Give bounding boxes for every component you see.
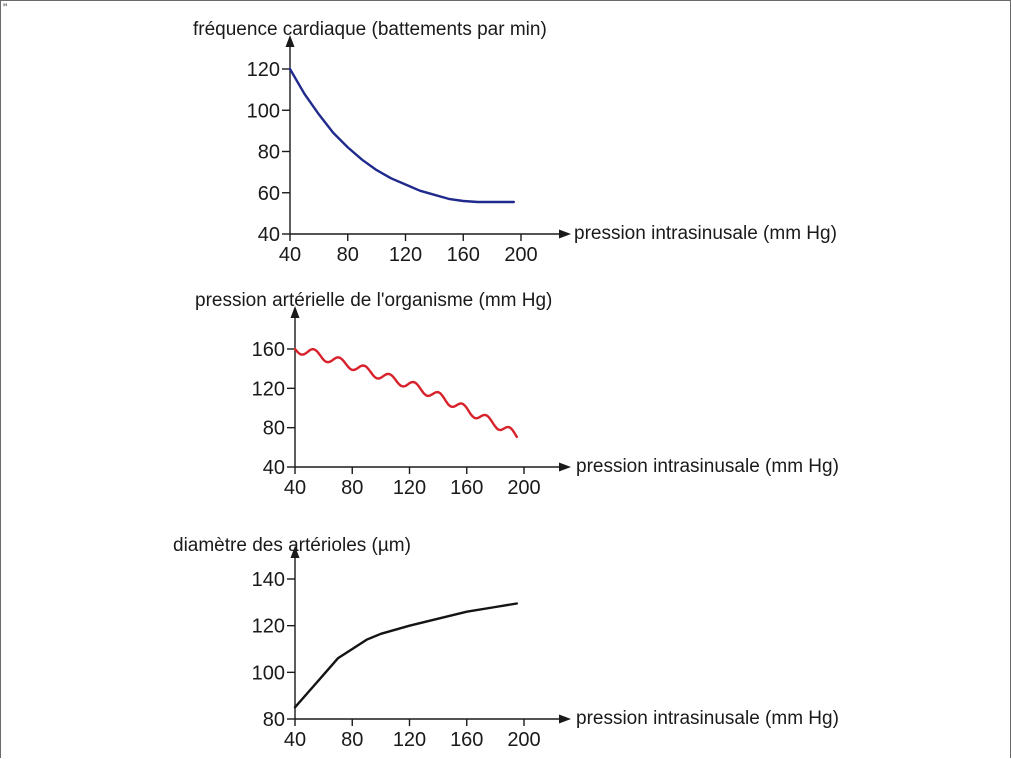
arterial-pressure-y-tick-label: 120 [252,378,285,400]
arterial-pressure-title: pression artérielle de l'organisme (mm H… [195,290,552,311]
arteriole-diameter-x-tick-label: 40 [284,729,306,751]
arterial-pressure-y-arrowhead [290,306,300,318]
arterial-pressure-x-arrowhead [559,462,571,472]
arteriole-diameter-x-tick-label: 160 [450,729,483,751]
heart-rate-x-tick-label: 200 [504,244,537,266]
heart-rate-y-tick-label: 120 [247,59,280,81]
arteriole-diameter-title: diamètre des artérioles (µm) [173,535,411,556]
arteriole-diameter-y-tick-label: 80 [263,709,285,731]
arteriole-diameter-x-tick-label: 200 [507,729,540,751]
heart-rate-chart: fréquence cardiaque (battements par min)… [193,19,837,266]
arterial-pressure-x-tick-label: 200 [507,477,540,499]
heart-rate-title: fréquence cardiaque (battements par min) [193,19,547,40]
arteriole-diameter-x-arrowhead [559,714,571,724]
arteriole-diameter-y-tick-label: 120 [252,616,285,638]
arteriole-diameter-curve [293,602,518,709]
heart-rate-y-arrowhead [285,35,295,47]
corner-mark: " [3,1,8,15]
heart-rate-y-tick-label: 100 [247,100,280,122]
arteriole-diameter-x-tick-label: 80 [341,729,363,751]
heart-rate-x-tick-label: 160 [447,244,480,266]
heart-rate-curve [288,67,515,204]
heart-rate-x-arrowhead [559,229,571,239]
arterial-pressure-chart: pression artérielle de l'organisme (mm H… [195,290,839,499]
heart-rate-y-tick-label: 40 [258,224,280,246]
arterial-pressure-x-label: pression intrasinusale (mm Hg) [576,456,839,477]
heart-rate-x-tick-label: 120 [389,244,422,266]
arteriole-diameter-x-tick-label: 120 [393,729,426,751]
heart-rate-x-label: pression intrasinusale (mm Hg) [574,223,837,244]
arterial-pressure-x-tick-label: 40 [284,477,306,499]
heart-rate-y-tick-label: 80 [258,142,280,164]
arterial-pressure-y-tick-label: 160 [252,339,285,361]
arterial-pressure-y-tick-label: 40 [263,457,285,479]
heart-rate-y-tick-label: 60 [258,183,280,205]
arterial-pressure-x-tick-label: 80 [341,477,363,499]
arteriole-diameter-y-tick-label: 140 [252,569,285,591]
arterial-pressure-x-tick-label: 160 [450,477,483,499]
heart-rate-x-tick-label: 80 [337,244,359,266]
arteriole-diameter-y-tick-label: 100 [252,662,285,684]
arteriole-diameter-y-arrowhead [290,546,300,558]
arterial-pressure-x-tick-label: 120 [393,477,426,499]
arteriole-diameter-chart: diamètre des artérioles (µm) pression in… [173,535,839,751]
heart-rate-x-tick-label: 40 [279,244,301,266]
arterial-pressure-curve [293,347,518,439]
arteriole-diameter-x-label: pression intrasinusale (mm Hg) [576,708,839,729]
arterial-pressure-y-tick-label: 80 [263,418,285,440]
